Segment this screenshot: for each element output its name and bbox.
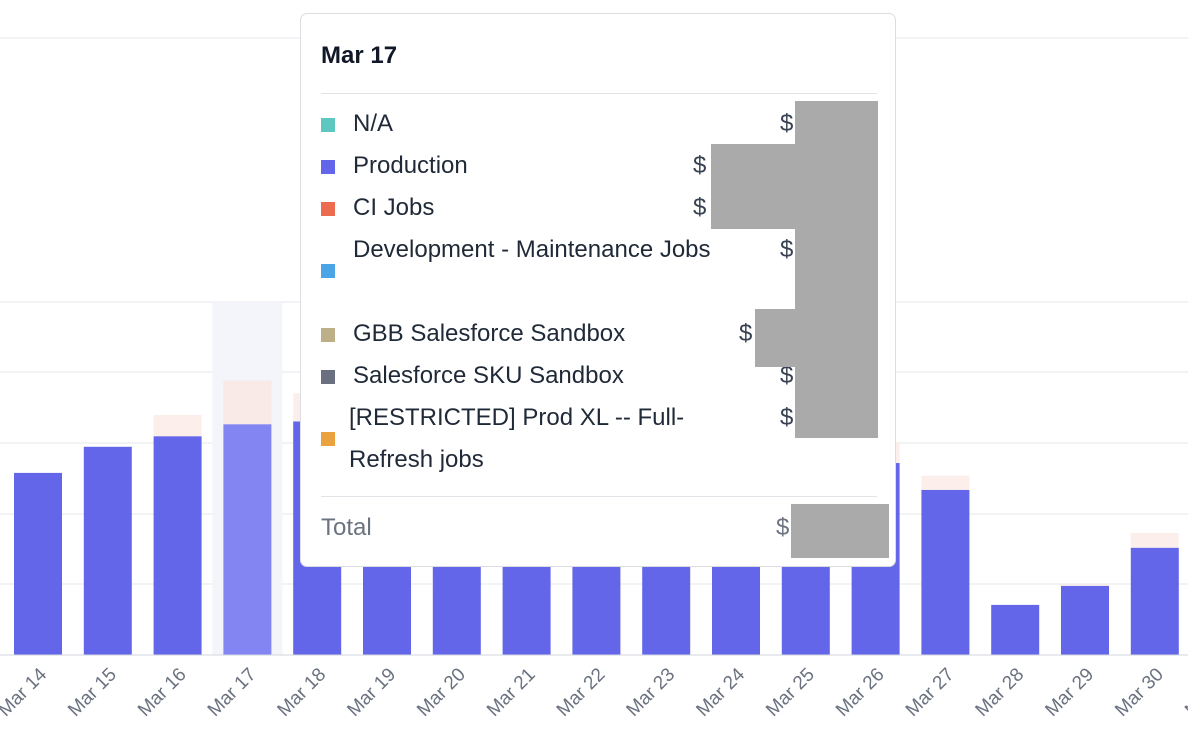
bar-segment [1130,547,1179,655]
bar-segment [223,424,272,655]
x-tick-label: Mar 26 [832,664,889,721]
bar-segment [153,436,202,655]
x-tick-label: Mar 24 [692,664,749,721]
bar-segment [991,604,1040,655]
x-tick-label: Mar 16 [134,664,191,721]
tooltip-amount: $ [780,362,794,389]
x-tick-label: Mar 28 [972,664,1029,721]
x-tick-label: Mar 21 [483,664,540,721]
x-tick-label: Mar 29 [1041,664,1098,721]
x-tick-label: Mar 25 [762,664,819,721]
x-tick-label: Mar 30 [1111,664,1168,721]
x-tick-label: Mar 20 [413,664,470,721]
x-tick-label: Mar 19 [343,664,400,721]
x-tick-label: Mar 17 [204,664,261,721]
x-tick-label: Mar 27 [902,664,959,721]
legend-label: [RESTRICTED] Prod XL -- Full-Refresh job… [349,404,685,473]
tooltip-amount: $ [693,194,707,221]
legend-swatch [321,370,335,384]
tooltip: Mar 17 N/A $ Production $ CI Jobs $ Developmen… [300,13,896,567]
x-tick-label: Mar 15 [64,664,121,721]
legend-label: Salesforce SKU Sandbox [353,362,624,389]
bar-segment [1061,585,1109,655]
x-tick-label: Mar 31 [1181,664,1188,721]
redaction [791,504,889,558]
bar-segment [1130,532,1179,548]
total-label: Total [321,514,372,541]
bar-segment [223,380,272,425]
bar-segment [153,415,202,437]
legend-swatch [321,118,335,132]
tooltip-title: Mar 17 [321,42,398,69]
legend-label: Development - Maintenance Jobs [353,236,711,263]
x-tick-label: Mar 18 [274,664,331,721]
redaction [795,101,878,438]
legend-label: GBB Salesforce Sandbox [353,320,626,347]
redaction [711,144,795,229]
redaction [755,309,795,367]
bar-segment [921,475,970,490]
tooltip-amount: $ [780,404,794,431]
legend-label: Production [353,152,468,179]
tooltip-amount: $ [739,320,753,347]
separator [321,496,877,497]
bar-segment [83,446,132,655]
legend-swatch [321,328,335,342]
legend-label: CI Jobs [353,194,435,221]
legend-swatch [321,202,335,216]
total-amount: $ [776,514,790,541]
x-tick-label: Mar 23 [623,664,680,721]
tooltip-amount: $ [780,236,794,263]
tooltip-amount: $ [780,110,794,137]
tooltip-amount: $ [693,152,707,179]
legend-swatch [321,432,335,446]
bar-segment [921,489,970,655]
x-tick-label: Mar 14 [0,664,51,721]
x-tick-label: Mar 22 [553,664,610,721]
legend-swatch [321,160,335,174]
separator [321,93,877,94]
legend-swatch [321,264,335,278]
bar-segment [14,472,62,655]
bar-segment [1061,584,1109,586]
legend-label: N/A [353,110,394,137]
